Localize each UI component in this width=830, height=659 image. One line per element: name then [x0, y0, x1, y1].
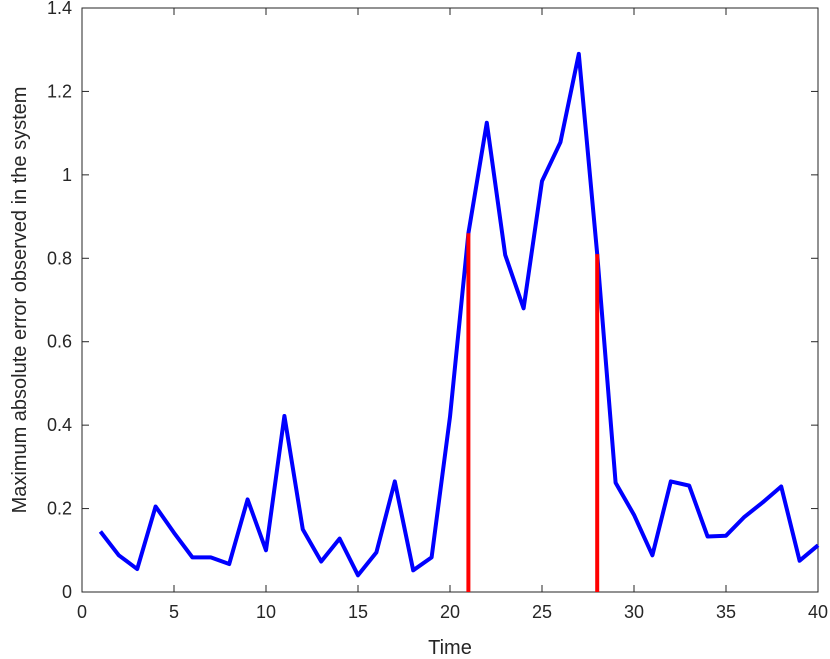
series-line — [98, 51, 820, 578]
x-tick-label: 25 — [532, 602, 552, 622]
x-axis-label: Time — [428, 637, 472, 659]
x-tick-label: 20 — [440, 602, 460, 622]
x-axis-ticks: 0 5 10 15 20 25 30 35 40 — [77, 8, 828, 622]
plot-frame — [81, 7, 819, 593]
y-axis-label: Maximum absolute error observed in the s… — [9, 87, 31, 514]
y-tick-label: 0 — [62, 582, 72, 602]
y-tick-label: 0.2 — [47, 499, 72, 519]
y-tick-label: 1.4 — [47, 0, 72, 18]
y-tick-label: 0.4 — [47, 415, 72, 435]
x-tick-label: 40 — [808, 602, 828, 622]
plot-area — [81, 7, 819, 593]
y-tick-label: 0.6 — [47, 332, 72, 352]
x-tick-label: 10 — [256, 602, 276, 622]
y-axis-ticks: 0 0.2 0.4 0.6 0.8 1 1.2 1.4 — [47, 0, 818, 602]
y-tick-label: 1.2 — [47, 81, 72, 101]
x-tick-label: 5 — [169, 602, 179, 622]
x-tick-label: 0 — [77, 602, 87, 622]
x-tick-label: 35 — [716, 602, 736, 622]
y-tick-label: 1 — [62, 165, 72, 185]
x-tick-label: 30 — [624, 602, 644, 622]
marker-layer — [466, 233, 600, 592]
x-tick-label: 15 — [348, 602, 368, 622]
series-layer — [98, 51, 820, 578]
y-tick-label: 0.8 — [47, 248, 72, 268]
